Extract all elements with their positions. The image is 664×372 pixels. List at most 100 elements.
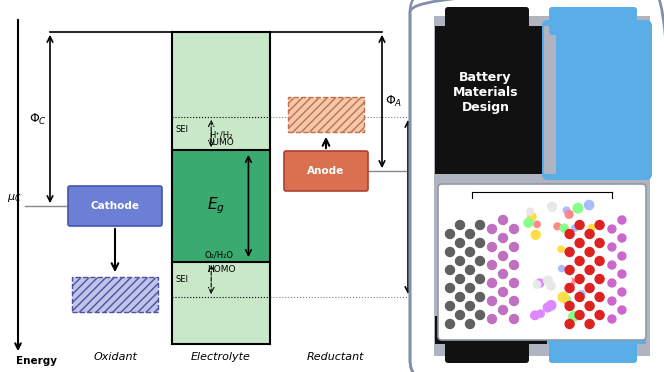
Circle shape	[565, 266, 574, 275]
Circle shape	[475, 238, 485, 247]
Circle shape	[565, 230, 574, 238]
Text: SEI: SEI	[176, 275, 189, 284]
Circle shape	[487, 243, 497, 251]
Circle shape	[608, 279, 616, 287]
Circle shape	[552, 301, 560, 309]
Circle shape	[554, 223, 561, 230]
Circle shape	[575, 257, 584, 266]
FancyBboxPatch shape	[410, 0, 664, 372]
Circle shape	[547, 282, 555, 290]
Text: H⁺/H₂: H⁺/H₂	[209, 131, 232, 140]
Circle shape	[568, 312, 578, 321]
Circle shape	[499, 251, 507, 260]
FancyBboxPatch shape	[68, 186, 162, 226]
Circle shape	[608, 315, 616, 323]
Circle shape	[475, 257, 485, 266]
Circle shape	[465, 266, 475, 275]
Circle shape	[509, 260, 519, 269]
Circle shape	[618, 288, 626, 296]
Circle shape	[499, 269, 507, 279]
Circle shape	[446, 266, 454, 275]
Circle shape	[585, 266, 594, 275]
Circle shape	[565, 320, 574, 328]
Circle shape	[499, 215, 507, 224]
Text: Electrolyte: Electrolyte	[191, 352, 251, 362]
Circle shape	[608, 297, 616, 305]
Circle shape	[565, 277, 571, 283]
Circle shape	[578, 291, 585, 297]
Circle shape	[565, 301, 574, 311]
Circle shape	[527, 212, 536, 221]
Bar	[548, 100, 646, 174]
Circle shape	[534, 221, 540, 228]
FancyBboxPatch shape	[549, 335, 637, 363]
Circle shape	[543, 303, 552, 312]
Circle shape	[595, 292, 604, 301]
Circle shape	[465, 320, 475, 328]
Text: Battery
Materials
Design: Battery Materials Design	[453, 71, 518, 114]
Circle shape	[487, 314, 497, 324]
Circle shape	[563, 207, 570, 214]
FancyBboxPatch shape	[438, 184, 646, 340]
Circle shape	[465, 283, 475, 292]
Text: Energy: Energy	[16, 356, 57, 366]
Text: SEI: SEI	[176, 125, 189, 134]
Circle shape	[564, 296, 570, 302]
Circle shape	[533, 281, 540, 288]
Circle shape	[566, 278, 575, 286]
Circle shape	[446, 301, 454, 311]
Bar	[72, 277, 158, 312]
Circle shape	[544, 276, 552, 285]
Circle shape	[456, 221, 465, 230]
Circle shape	[548, 282, 558, 292]
Circle shape	[475, 292, 485, 301]
Circle shape	[456, 292, 465, 301]
Circle shape	[487, 224, 497, 234]
Circle shape	[565, 283, 574, 292]
FancyBboxPatch shape	[542, 20, 652, 180]
Circle shape	[524, 218, 533, 227]
Circle shape	[572, 225, 578, 231]
Circle shape	[456, 257, 465, 266]
Circle shape	[527, 208, 534, 215]
FancyBboxPatch shape	[284, 151, 368, 191]
Text: Oxidant: Oxidant	[93, 352, 137, 362]
Circle shape	[585, 320, 594, 328]
Bar	[435, 316, 547, 344]
Circle shape	[509, 314, 519, 324]
Bar	[434, 16, 650, 356]
Circle shape	[573, 203, 583, 213]
Circle shape	[548, 202, 556, 211]
Text: Reductant: Reductant	[306, 352, 364, 362]
Circle shape	[456, 238, 465, 247]
Text: $\mu_A$: $\mu_A$	[408, 164, 422, 176]
Bar	[548, 316, 646, 344]
Text: $\mu_C$: $\mu_C$	[7, 192, 22, 204]
Text: $\Phi_C$: $\Phi_C$	[29, 112, 47, 126]
Circle shape	[565, 210, 573, 218]
Circle shape	[509, 243, 519, 251]
Bar	[288, 97, 364, 132]
Circle shape	[475, 275, 485, 283]
Circle shape	[499, 305, 507, 314]
Circle shape	[595, 221, 604, 230]
Text: O₂/H₂O: O₂/H₂O	[205, 251, 234, 260]
Bar	[435, 26, 547, 174]
Circle shape	[509, 279, 519, 288]
Circle shape	[465, 301, 475, 311]
Circle shape	[575, 292, 584, 301]
Circle shape	[618, 234, 626, 242]
Circle shape	[465, 247, 475, 257]
Circle shape	[537, 310, 544, 317]
Circle shape	[487, 296, 497, 305]
Circle shape	[499, 234, 507, 243]
Circle shape	[456, 275, 465, 283]
Circle shape	[487, 260, 497, 269]
Circle shape	[487, 279, 497, 288]
Circle shape	[608, 261, 616, 269]
Circle shape	[558, 292, 568, 302]
FancyBboxPatch shape	[445, 7, 529, 35]
Circle shape	[565, 247, 574, 257]
Bar	[172, 32, 270, 344]
Circle shape	[446, 247, 454, 257]
